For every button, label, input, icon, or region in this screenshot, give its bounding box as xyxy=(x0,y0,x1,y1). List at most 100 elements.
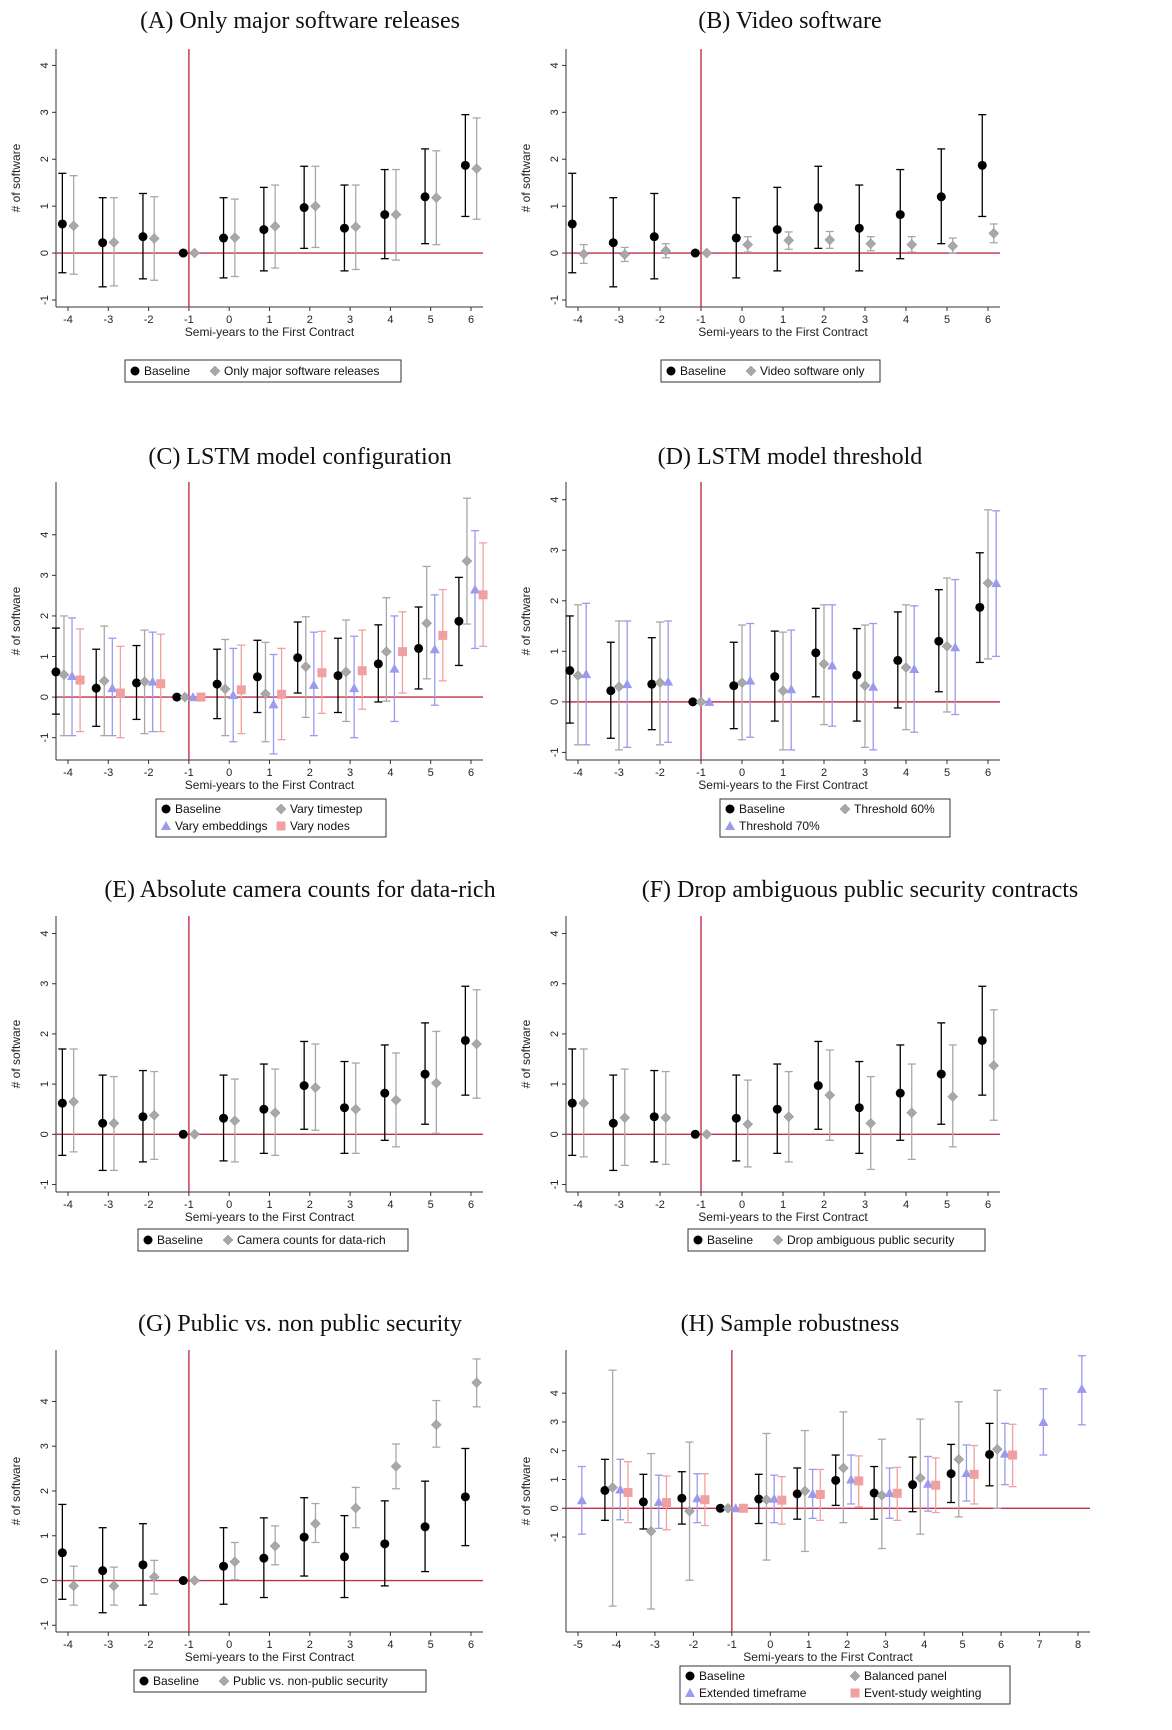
data-point xyxy=(663,676,674,686)
data-point xyxy=(381,646,392,657)
chart-panel-f: (F) Drop ambiguous public security contr… xyxy=(519,877,1079,1252)
x-tick-label: 1 xyxy=(806,1639,812,1651)
x-tick-label: 5 xyxy=(428,1199,434,1211)
series-threshold-60- xyxy=(572,509,994,751)
data-point xyxy=(931,1480,941,1490)
data-point xyxy=(349,683,360,693)
x-tick-label: 2 xyxy=(821,767,827,779)
data-point xyxy=(777,685,789,697)
y-tick-label: 2 xyxy=(39,1488,51,1494)
data-point xyxy=(869,1488,879,1498)
x-tick-label: -3 xyxy=(650,1639,660,1651)
legend-label: Balanced panel xyxy=(864,1669,947,1683)
data-point xyxy=(661,1498,671,1508)
x-tick-label: -1 xyxy=(696,314,706,326)
data-point xyxy=(420,1522,430,1532)
y-tick-label: -1 xyxy=(549,1532,561,1542)
x-tick-label: 6 xyxy=(985,1199,991,1211)
legend: Baseline Public vs. non-public security xyxy=(133,1669,427,1693)
data-point xyxy=(688,697,698,707)
y-tick-label: 0 xyxy=(39,250,51,256)
y-tick-label: -1 xyxy=(549,295,561,305)
data-point xyxy=(653,1496,664,1506)
panel-title: (G) Public vs. non public security xyxy=(138,1311,462,1337)
panel-title: (F) Drop ambiguous public security contr… xyxy=(642,877,1079,903)
data-point xyxy=(722,1502,734,1514)
data-point xyxy=(115,688,125,698)
legend-marker xyxy=(161,821,171,830)
data-point xyxy=(854,223,864,233)
data-point xyxy=(380,1539,390,1549)
data-point xyxy=(909,664,920,674)
legend-marker xyxy=(725,804,735,814)
y-tick-label: 0 xyxy=(549,699,561,705)
y-tick-label: 3 xyxy=(39,1443,51,1449)
data-point xyxy=(813,1081,823,1091)
data-point xyxy=(339,1103,349,1113)
x-tick-label: 5 xyxy=(960,1639,966,1651)
data-point xyxy=(772,225,782,235)
data-point xyxy=(623,1487,633,1497)
data-point xyxy=(277,689,287,699)
legend-label: Camera counts for data-rich xyxy=(237,1233,386,1247)
data-point xyxy=(228,690,239,700)
data-point xyxy=(189,1575,200,1586)
data-point xyxy=(677,1493,687,1503)
data-point xyxy=(761,1494,772,1505)
data-point xyxy=(923,1478,933,1488)
data-point xyxy=(390,1461,402,1472)
x-tick-label: 1 xyxy=(780,314,786,326)
x-tick-label: 2 xyxy=(821,1199,827,1211)
series-vary-nodes xyxy=(75,542,488,741)
chart-panel-e: (E) Absolute camera counts for data-rich… xyxy=(9,877,496,1252)
x-tick-label: 6 xyxy=(998,1639,1004,1651)
data-point xyxy=(339,1552,349,1562)
x-tick-label: 6 xyxy=(468,767,474,779)
legend-label: Baseline xyxy=(153,1674,199,1688)
data-point xyxy=(229,1556,241,1568)
data-point xyxy=(988,227,1000,239)
data-point xyxy=(745,675,756,685)
y-tick-label: 4 xyxy=(39,532,51,538)
y-tick-label: 3 xyxy=(39,572,51,578)
data-point xyxy=(259,225,269,235)
legend-marker xyxy=(275,803,287,815)
y-tick-label: -1 xyxy=(39,295,51,305)
y-tick-label: 0 xyxy=(39,1577,51,1583)
data-point xyxy=(236,685,246,695)
y-tick-label: 4 xyxy=(549,931,561,937)
data-point xyxy=(108,1580,120,1592)
y-tick-label: 3 xyxy=(549,547,561,553)
series-balanced-panel xyxy=(607,1369,1003,1610)
x-tick-label: 0 xyxy=(739,1199,745,1211)
data-point xyxy=(178,248,188,258)
y-tick-label: 2 xyxy=(549,1031,561,1037)
x-tick-label: 5 xyxy=(428,1639,434,1651)
legend-marker xyxy=(143,1235,153,1245)
data-point xyxy=(299,1081,309,1091)
x-tick-label: -3 xyxy=(103,767,113,779)
x-tick-label: -3 xyxy=(614,1199,624,1211)
data-point xyxy=(339,223,349,233)
data-point xyxy=(147,676,158,686)
data-point xyxy=(606,686,616,696)
data-point xyxy=(390,1094,402,1106)
data-point xyxy=(138,232,148,242)
data-point xyxy=(865,238,877,250)
y-tick-label: 0 xyxy=(549,1131,561,1137)
chart-panel-c: (C) LSTM model configuration -1 0 1 2 3 4 -4 -3 -… xyxy=(9,444,488,838)
panel-title: (E) Absolute camera counts for data-rich xyxy=(104,877,495,903)
x-tick-label: -1 xyxy=(696,767,706,779)
x-axis-label: Semi-years to the First Contract xyxy=(185,1210,355,1224)
legend-box xyxy=(687,1228,986,1252)
y-tick-label: 4 xyxy=(549,497,561,503)
legend-label: Drop ambiguous public security xyxy=(787,1233,954,1247)
data-point xyxy=(649,1112,659,1122)
y-tick-label: -1 xyxy=(39,1180,51,1190)
data-point xyxy=(715,1503,725,1513)
data-point xyxy=(260,688,271,700)
data-point xyxy=(799,1485,811,1497)
series-baseline xyxy=(57,985,470,1172)
data-point xyxy=(892,1488,902,1498)
data-point xyxy=(269,1540,281,1552)
